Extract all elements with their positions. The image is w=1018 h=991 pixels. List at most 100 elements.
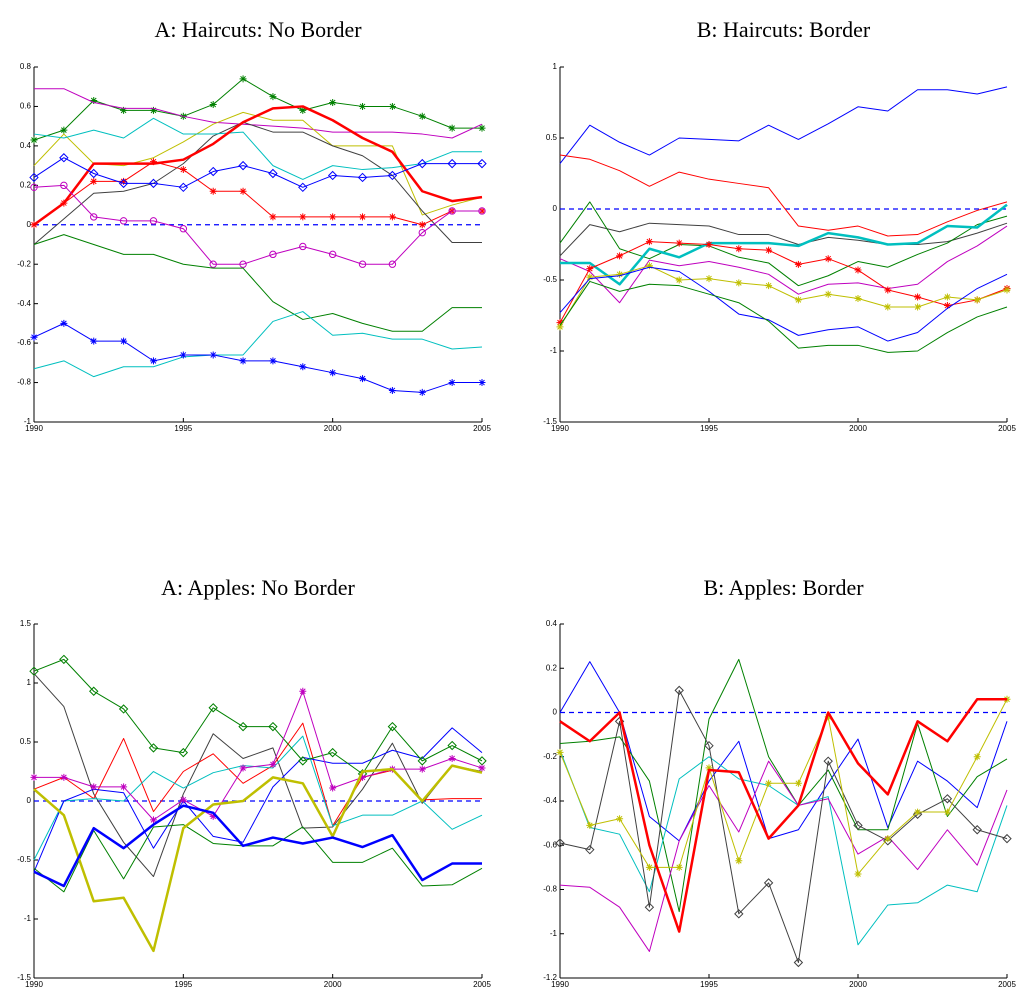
x-tick-label: 2000 [849,424,867,433]
marker [616,252,624,260]
marker [943,808,951,816]
marker [478,379,486,387]
panel: A: Apples: No Border -1.5 -1 -0.5 0 0.5 1 1.5 19… [17,575,491,989]
marker [387,170,398,181]
marker [704,740,714,751]
y-tick-label: -0.6 [543,840,557,849]
marker [148,743,159,753]
series-line [33,764,483,953]
marker [90,783,98,791]
marker [675,863,683,871]
marker [735,279,743,287]
marker [359,773,367,781]
marker [209,812,217,820]
marker [269,213,277,221]
marker [943,302,951,310]
marker [914,303,922,311]
series-line [559,222,1008,257]
marker [329,784,337,792]
x-tick-label: 2005 [998,424,1016,433]
series-line [33,234,482,332]
y-tick-label: 0.4 [20,141,32,150]
marker [239,357,247,365]
marker [60,319,68,327]
marker [644,902,655,912]
marker [328,250,337,259]
series-line [559,201,1008,287]
marker [269,250,277,259]
marker [765,246,773,254]
marker [268,168,278,179]
y-tick-label: 0.2 [546,663,558,672]
marker [823,756,833,766]
series-line [33,735,483,861]
marker [299,106,307,114]
marker [120,783,128,791]
y-tick-label: 0.4 [546,619,558,628]
marker [794,296,802,304]
y-tick-label: -0.8 [17,378,31,387]
marker [854,294,862,302]
marker [387,721,398,732]
marker [148,178,159,189]
series-line [33,804,482,888]
marker [556,319,564,327]
marker [299,242,307,251]
marker [30,183,38,192]
marker [120,337,128,345]
marker [884,303,892,311]
marker [734,909,744,919]
marker [418,228,426,237]
marker [179,225,188,233]
marker [60,773,68,781]
marker [478,207,486,215]
marker [616,815,624,823]
series-line [559,154,1008,237]
marker [972,825,982,835]
series-line [34,88,483,139]
y-tick-label: -0.2 [17,259,31,268]
y-tick-label: -0.2 [543,752,557,761]
marker [120,106,128,114]
marker [359,375,367,383]
chart-title: A: Apples: No Border [161,575,355,600]
marker [329,369,337,377]
series-line [33,78,482,141]
marker [883,836,893,846]
marker [329,99,337,106]
y-tick-label: 1 [27,678,32,687]
series-line [559,280,1008,353]
x-tick-label: 1995 [174,980,192,989]
series-line [33,727,483,872]
y-tick-label: -0.8 [543,885,557,894]
marker [269,357,277,365]
marker [735,245,743,253]
chart-title: A: Haircuts: No Border [154,17,362,42]
marker [60,181,68,190]
series-line [33,105,483,226]
marker [239,260,247,268]
marker [854,266,862,274]
series-line [559,241,1008,323]
x-tick-label: 1990 [25,424,43,433]
series-line [33,161,482,226]
marker [914,293,922,301]
marker [418,388,426,396]
marker [30,136,38,144]
marker [298,756,308,766]
marker [327,747,338,758]
series-line [559,689,1008,964]
marker [89,686,99,696]
marker [239,187,247,195]
marker [912,809,923,819]
y-tick-label: -1.2 [543,973,557,982]
marker [448,207,456,215]
marker [149,106,157,114]
marker [1003,286,1011,294]
marker [59,654,69,665]
marker [794,779,802,787]
marker [586,273,594,281]
marker [943,293,951,301]
marker [448,124,456,132]
marker [914,808,922,816]
